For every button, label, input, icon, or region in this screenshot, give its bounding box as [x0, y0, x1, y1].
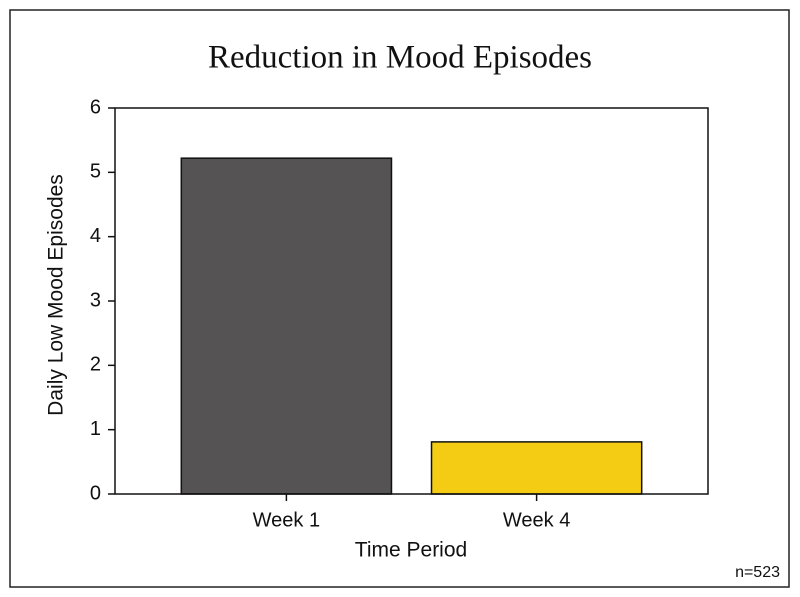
y-tick-label: 3 [90, 289, 101, 311]
x-tick-label: Week 1 [253, 509, 320, 531]
y-axis-label: Daily Low Mood Episodes [45, 174, 68, 416]
y-tick-label: 4 [90, 225, 101, 247]
plot-area [114, 107, 709, 495]
y-tick-label: 5 [90, 161, 101, 183]
y-tick-label: 1 [90, 418, 101, 440]
frame [9, 9, 790, 588]
chart-title: Reduction in Mood Episodes [208, 40, 592, 76]
x-tick-label: Week 4 [503, 509, 570, 531]
x-axis-label: Time Period [355, 539, 467, 562]
y-tick-label: 6 [90, 96, 101, 118]
sample-size-note: n=523 [735, 564, 780, 581]
y-tick-label: 2 [90, 354, 101, 376]
bar [430, 441, 643, 495]
bar [180, 157, 393, 495]
y-tick-label: 0 [90, 482, 101, 504]
